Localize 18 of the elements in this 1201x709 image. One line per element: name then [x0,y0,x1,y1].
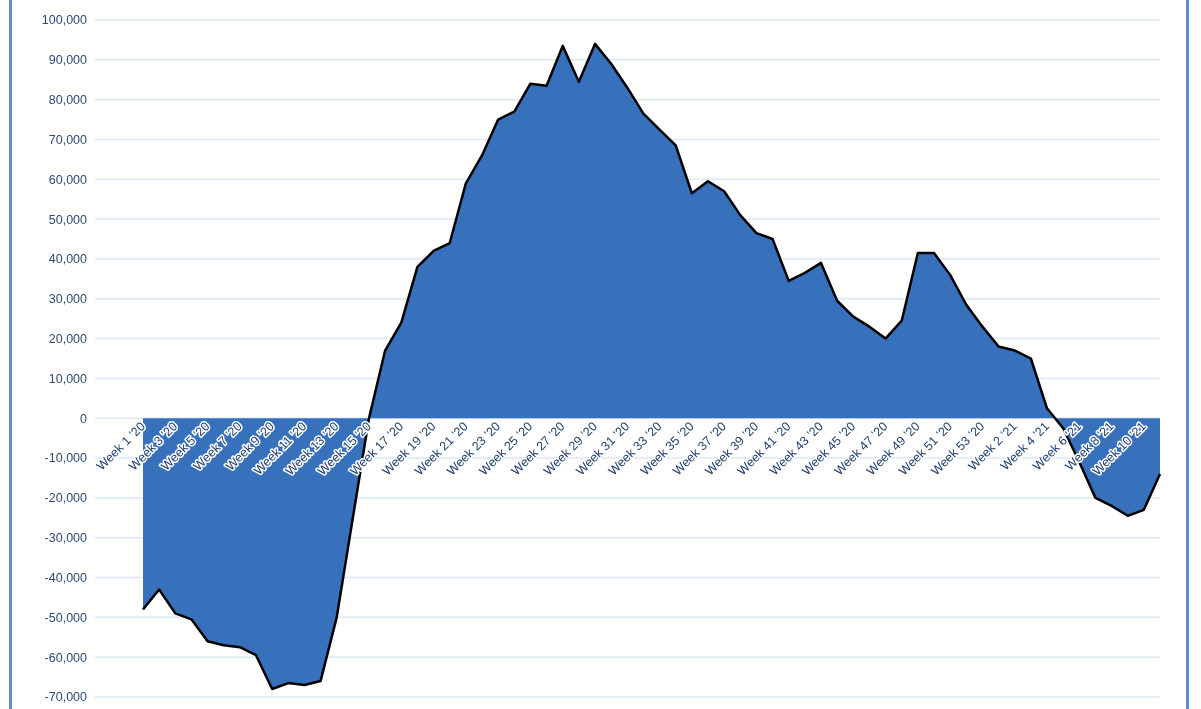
y-tick-label: 60,000 [48,172,88,187]
y-tick-label: 100,000 [41,13,88,28]
y-tick-label: -10,000 [44,451,88,466]
y-tick-label: 30,000 [48,292,88,307]
y-tick-label: 70,000 [48,132,88,147]
y-tick-label: 40,000 [48,252,88,267]
y-tick-label: -60,000 [44,650,88,665]
y-tick-label: 50,000 [48,212,88,227]
y-tick-label: -30,000 [44,531,88,546]
y-tick-label: -70,000 [44,690,88,705]
y-tick-label: -40,000 [44,570,88,585]
y-tick-label: 0 [80,411,88,426]
y-tick-label: 10,000 [48,371,88,386]
y-tick-label: 80,000 [48,93,88,108]
y-tick-label: 90,000 [48,53,88,68]
y-tick-label: 20,000 [48,332,88,347]
y-tick-label: -50,000 [44,610,88,625]
y-tick-label: -20,000 [44,491,88,506]
